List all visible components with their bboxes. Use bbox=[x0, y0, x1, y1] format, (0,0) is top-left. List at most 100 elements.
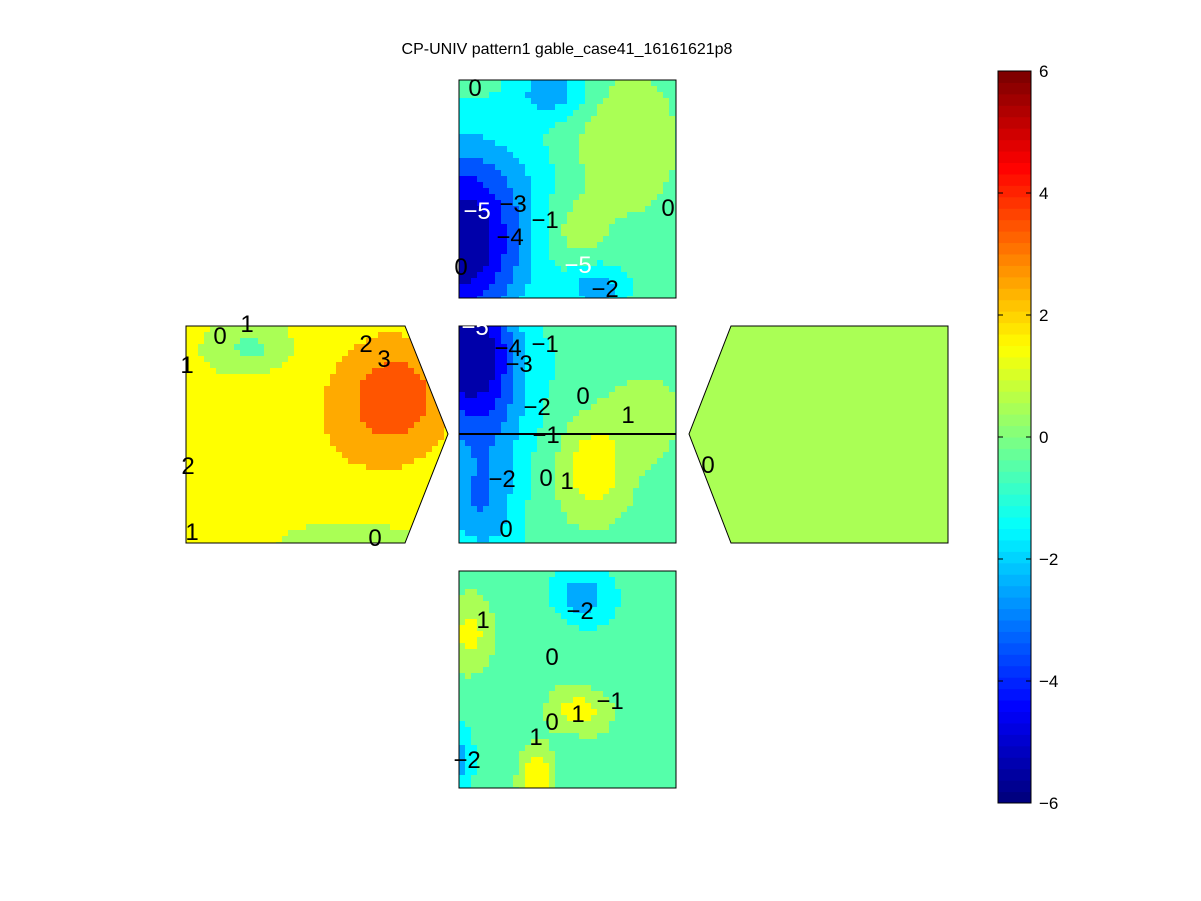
contour-label: 0 bbox=[576, 383, 589, 410]
contour-cell bbox=[531, 464, 538, 471]
contour-cell bbox=[264, 368, 271, 375]
contour-cell bbox=[627, 422, 634, 429]
contour-cell bbox=[603, 278, 610, 285]
contour-cell bbox=[378, 386, 385, 393]
contour-cell bbox=[657, 152, 664, 159]
contour-cell bbox=[785, 380, 792, 387]
contour-cell bbox=[186, 422, 193, 429]
contour-cell bbox=[911, 374, 918, 381]
contour-cell bbox=[252, 404, 259, 411]
contour-cell bbox=[378, 344, 385, 351]
contour-cell bbox=[531, 260, 538, 267]
contour-cell bbox=[390, 476, 397, 483]
contour-cell bbox=[585, 188, 592, 195]
contour-cell bbox=[579, 518, 586, 525]
contour-cell bbox=[318, 512, 325, 519]
contour-cell bbox=[270, 392, 277, 399]
contour-cell bbox=[615, 452, 622, 459]
contour-cell bbox=[426, 524, 433, 531]
contour-cell bbox=[719, 350, 726, 357]
contour-cell bbox=[438, 422, 445, 429]
contour-cell bbox=[615, 116, 622, 123]
contour-cell bbox=[264, 500, 271, 507]
contour-cell bbox=[438, 524, 445, 531]
contour-cell bbox=[246, 350, 253, 357]
contour-cell bbox=[495, 98, 502, 105]
contour-cell bbox=[336, 500, 343, 507]
contour-cell bbox=[651, 236, 658, 243]
contour-cell bbox=[408, 500, 415, 507]
contour-cell bbox=[465, 332, 472, 339]
contour-cell bbox=[519, 422, 526, 429]
contour-cell bbox=[342, 506, 349, 513]
contour-cell bbox=[615, 458, 622, 465]
contour-cell bbox=[318, 482, 325, 489]
contour-cell bbox=[246, 428, 253, 435]
contour-cell bbox=[240, 434, 247, 441]
contour-cell bbox=[471, 500, 478, 507]
contour-cell bbox=[821, 338, 828, 345]
contour-cell bbox=[531, 506, 538, 513]
contour-cell bbox=[585, 524, 592, 531]
contour-cell bbox=[573, 134, 580, 141]
contour-cell bbox=[639, 128, 646, 135]
contour-cell bbox=[615, 122, 622, 129]
contour-cell bbox=[501, 212, 508, 219]
contour-cell bbox=[567, 164, 574, 171]
contour-cell bbox=[561, 182, 568, 189]
contour-cell bbox=[881, 362, 888, 369]
panel-center: −5−4 −1−3−2 01−1−2 0 10 bbox=[458, 314, 677, 544]
contour-cell bbox=[579, 326, 586, 333]
contour-cell bbox=[603, 218, 610, 225]
contour-cell bbox=[438, 416, 445, 423]
contour-cell bbox=[863, 350, 870, 357]
contour-cell bbox=[923, 332, 930, 339]
contour-cell bbox=[312, 380, 319, 387]
contour-cell bbox=[432, 512, 439, 519]
contour-cell bbox=[935, 344, 942, 351]
contour-cell bbox=[731, 398, 738, 405]
contour-cell bbox=[657, 398, 664, 405]
contour-cell bbox=[414, 536, 421, 543]
contour-cell bbox=[312, 356, 319, 363]
contour-cell bbox=[507, 116, 514, 123]
contour-cell bbox=[471, 80, 478, 87]
contour-cell bbox=[477, 380, 484, 387]
contour-cell bbox=[537, 206, 544, 213]
contour-cell bbox=[531, 404, 538, 411]
contour-cell bbox=[477, 134, 484, 141]
contour-cell bbox=[222, 374, 229, 381]
contour-cell bbox=[270, 368, 277, 375]
contour-cell bbox=[567, 416, 574, 423]
contour-cell bbox=[270, 530, 277, 537]
contour-cell bbox=[609, 506, 616, 513]
contour-cell bbox=[495, 410, 502, 417]
contour-cell bbox=[390, 326, 397, 333]
contour-cell bbox=[561, 176, 568, 183]
contour-cell bbox=[621, 164, 628, 171]
contour-cell bbox=[222, 440, 229, 447]
contour-cell bbox=[633, 200, 640, 207]
contour-cell bbox=[567, 212, 574, 219]
contour-cell bbox=[651, 104, 658, 111]
contour-cell bbox=[761, 398, 768, 405]
contour-cell bbox=[288, 428, 295, 435]
contour-cell bbox=[603, 80, 610, 87]
contour-cell bbox=[300, 482, 307, 489]
contour-cell bbox=[639, 512, 646, 519]
contour-cell bbox=[483, 188, 490, 195]
contour-cell bbox=[342, 428, 349, 435]
contour-cell bbox=[615, 386, 622, 393]
contour-cell bbox=[603, 506, 610, 513]
contour-cell bbox=[378, 530, 385, 537]
contour-cell bbox=[420, 344, 427, 351]
contour-cell bbox=[785, 326, 792, 333]
contour-cell bbox=[216, 530, 223, 537]
contour-cell bbox=[615, 98, 622, 105]
contour-cell bbox=[537, 230, 544, 237]
contour-cell bbox=[591, 176, 598, 183]
contour-cell bbox=[821, 344, 828, 351]
contour-cell bbox=[851, 380, 858, 387]
contour-cell bbox=[567, 284, 574, 291]
contour-cell bbox=[555, 98, 562, 105]
